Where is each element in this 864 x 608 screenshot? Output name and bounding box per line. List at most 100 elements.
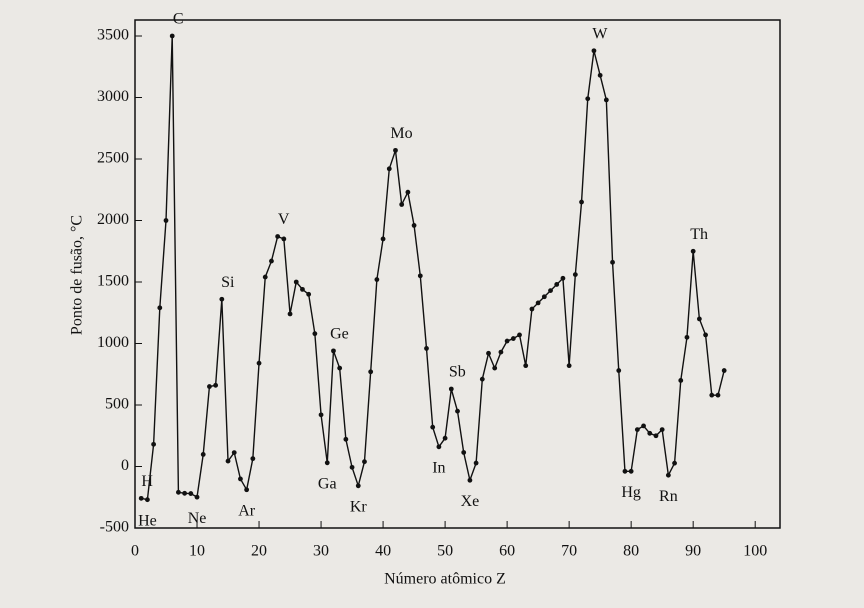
data-point — [393, 147, 398, 153]
point-label: W — [592, 25, 608, 42]
data-point — [200, 452, 206, 457]
data-point — [628, 468, 634, 474]
data-point — [647, 430, 653, 436]
data-point — [510, 336, 516, 341]
data-point — [616, 368, 622, 373]
data-point — [641, 423, 646, 429]
data-point — [442, 435, 448, 441]
data-point — [343, 436, 349, 442]
data-point — [721, 368, 727, 373]
data-point — [194, 494, 200, 500]
data-point — [151, 441, 157, 447]
point-label: Ga — [318, 475, 337, 492]
data-point — [231, 450, 237, 455]
data-point — [665, 472, 671, 478]
data-point — [250, 456, 256, 462]
data-point — [554, 282, 560, 287]
data-point — [417, 273, 423, 279]
data-point — [163, 218, 169, 223]
data-point — [535, 300, 541, 306]
data-point — [337, 365, 343, 371]
data-point — [529, 306, 535, 312]
data-point — [672, 460, 677, 466]
y-tick-label: -500 — [100, 519, 129, 536]
data-point — [275, 234, 281, 239]
y-tick-label: 2500 — [97, 150, 129, 167]
data-point — [455, 408, 460, 414]
data-point — [368, 369, 374, 375]
data-point — [709, 392, 715, 398]
x-tick-label: 10 — [189, 543, 205, 560]
data-point — [188, 491, 194, 496]
data-point — [430, 424, 436, 430]
x-tick-label: 90 — [685, 543, 701, 560]
data-point — [411, 223, 417, 228]
x-tick-label: 60 — [499, 543, 515, 560]
point-label: V — [278, 211, 290, 228]
point-label: Sb — [449, 364, 466, 381]
data-point — [622, 468, 628, 474]
data-point — [287, 311, 293, 317]
data-point — [300, 286, 305, 292]
data-point — [690, 248, 696, 254]
data-point — [219, 296, 225, 302]
data-point — [548, 288, 553, 294]
x-tick-label: 0 — [131, 543, 139, 560]
data-point — [610, 259, 615, 265]
point-label: Ge — [330, 326, 349, 343]
data-point — [585, 96, 591, 102]
data-point — [479, 376, 485, 382]
data-point — [281, 236, 287, 242]
y-tick-label: 3000 — [97, 88, 129, 105]
plot-frame — [134, 19, 781, 529]
data-point — [486, 350, 491, 356]
point-label: C — [173, 11, 184, 28]
data-point — [634, 427, 640, 432]
data-point — [523, 363, 529, 369]
data-point — [603, 97, 609, 103]
data-point — [213, 382, 219, 388]
data-point — [566, 363, 572, 369]
point-label: Kr — [350, 498, 368, 515]
x-tick-label: 40 — [375, 543, 391, 560]
data-point — [696, 316, 702, 322]
data-point — [269, 258, 274, 264]
point-label: In — [432, 459, 445, 476]
data-point — [362, 459, 367, 465]
data-point — [405, 189, 411, 195]
data-point — [591, 48, 597, 54]
y-tick-label: 0 — [121, 457, 129, 474]
data-point — [176, 489, 181, 495]
data-point — [331, 348, 336, 354]
x-tick-label: 80 — [623, 543, 639, 560]
data-point — [349, 464, 355, 470]
data-point — [653, 433, 659, 439]
data-point — [145, 497, 150, 503]
point-label: Xe — [461, 493, 480, 510]
point-label: Mo — [390, 125, 412, 142]
point-label: Rn — [659, 488, 678, 505]
data-point — [324, 460, 330, 466]
x-axis-label: Número atômico Z — [384, 571, 506, 588]
data-point — [572, 272, 578, 278]
data-point — [678, 377, 684, 383]
point-label: Si — [221, 274, 235, 291]
data-point — [541, 294, 547, 300]
y-tick-label: 3500 — [97, 27, 129, 44]
data-point — [374, 277, 380, 282]
x-tick-label: 30 — [313, 543, 329, 560]
x-tick-label: 70 — [561, 543, 577, 560]
point-label: Th — [690, 226, 708, 243]
data-point — [684, 334, 690, 340]
data-point — [157, 305, 163, 311]
point-label: Ne — [188, 510, 207, 527]
data-point — [467, 477, 473, 483]
data-point — [318, 412, 324, 418]
data-point — [256, 360, 262, 366]
y-tick-label: 500 — [105, 396, 129, 413]
data-point — [169, 33, 175, 39]
data-point — [504, 338, 510, 344]
data-point — [399, 202, 405, 207]
